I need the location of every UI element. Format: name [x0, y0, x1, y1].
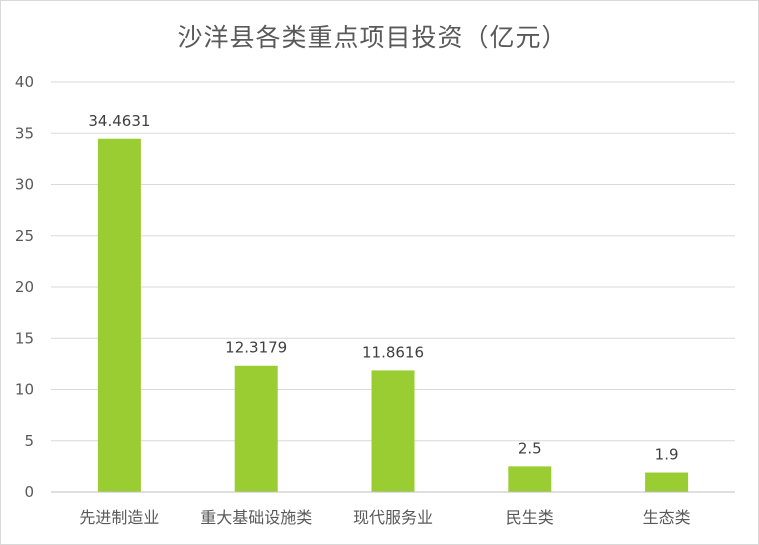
y-tick-label: 35: [15, 124, 34, 142]
y-tick-label: 20: [15, 278, 34, 296]
y-tick-label: 30: [15, 176, 34, 194]
bar[interactable]: [508, 466, 552, 492]
bar[interactable]: [97, 138, 141, 492]
bar[interactable]: [234, 365, 278, 492]
y-tick-label: 0: [24, 483, 34, 501]
category-label: 民生类: [506, 508, 554, 527]
chart-title: 沙洋县各类重点项目投资（亿元）: [177, 23, 568, 52]
data-label: 1.9: [655, 446, 679, 464]
category-label: 生态类: [643, 508, 691, 527]
y-tick-label: 5: [24, 432, 34, 450]
data-label: 2.5: [518, 439, 542, 457]
bar[interactable]: [371, 370, 415, 492]
y-tick-label: 40: [15, 73, 34, 91]
category-label: 重大基础设施类: [200, 508, 312, 527]
bar[interactable]: [645, 472, 689, 492]
data-label: 11.8616: [362, 343, 424, 361]
y-tick-label: 10: [15, 381, 34, 399]
category-label: 现代服务业: [353, 508, 433, 527]
data-label: 12.3179: [225, 339, 287, 357]
y-tick-label: 15: [15, 329, 34, 347]
y-tick-label: 25: [15, 227, 34, 245]
data-label: 34.4631: [88, 112, 150, 130]
category-label: 先进制造业: [79, 508, 159, 527]
